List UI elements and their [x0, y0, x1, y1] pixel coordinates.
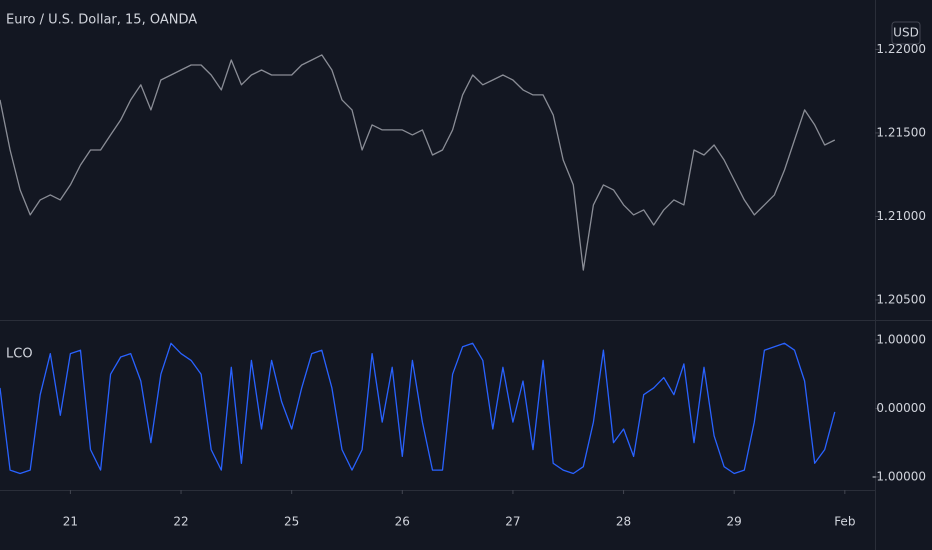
x-tick-label: 21 [63, 515, 78, 529]
y-tick-label: 1.22000 [876, 42, 926, 56]
y-tick-label: 1.00000 [876, 332, 926, 346]
currency-box[interactable] [891, 21, 921, 45]
series-line [0, 342, 836, 475]
chart-title: Euro / U.S. Dollar, 15, OANDA [6, 13, 197, 28]
y-tick-label: 1.21000 [876, 209, 926, 223]
y-tick-label: -1.00000 [872, 469, 926, 483]
x-tick-label: 25 [284, 515, 299, 529]
x-tick-label: Feb [834, 515, 855, 529]
y-tick-label: 0.00000 [876, 401, 926, 415]
x-tick-label: 27 [505, 515, 520, 529]
y-tick-label: 1.20500 [876, 292, 926, 306]
y-tick-label: 1.21500 [876, 125, 926, 139]
x-tick-label: 22 [173, 515, 188, 529]
indicator-title: LCO [6, 347, 33, 362]
x-tick-label: 26 [395, 515, 410, 529]
series-line [0, 54, 836, 271]
x-tick-label: 29 [727, 515, 742, 529]
x-tick-label: 28 [616, 515, 631, 529]
currency-label[interactable]: USD [893, 26, 919, 40]
